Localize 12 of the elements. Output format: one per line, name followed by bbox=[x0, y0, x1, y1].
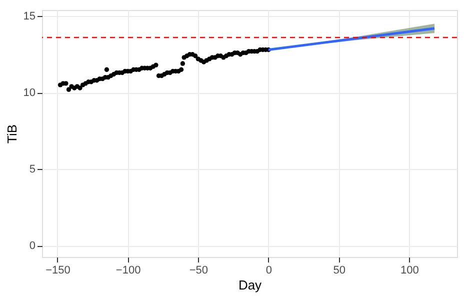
x-tick-label: 50 bbox=[333, 264, 346, 276]
y-tick-label: 10 bbox=[23, 87, 36, 100]
x-tick-label: −100 bbox=[116, 264, 141, 276]
y-axis-title: TiB bbox=[4, 124, 20, 144]
x-axis-title: Day bbox=[238, 278, 262, 292]
x-tick-label: −50 bbox=[189, 264, 208, 276]
y-tick-label: 15 bbox=[23, 10, 36, 23]
y-tick-label: 0 bbox=[29, 240, 36, 252]
x-tick-label: 100 bbox=[400, 264, 419, 276]
y-tick-label: 5 bbox=[29, 164, 36, 176]
x-tick-label: 0 bbox=[266, 264, 272, 276]
x-tick-label: −150 bbox=[46, 264, 70, 276]
